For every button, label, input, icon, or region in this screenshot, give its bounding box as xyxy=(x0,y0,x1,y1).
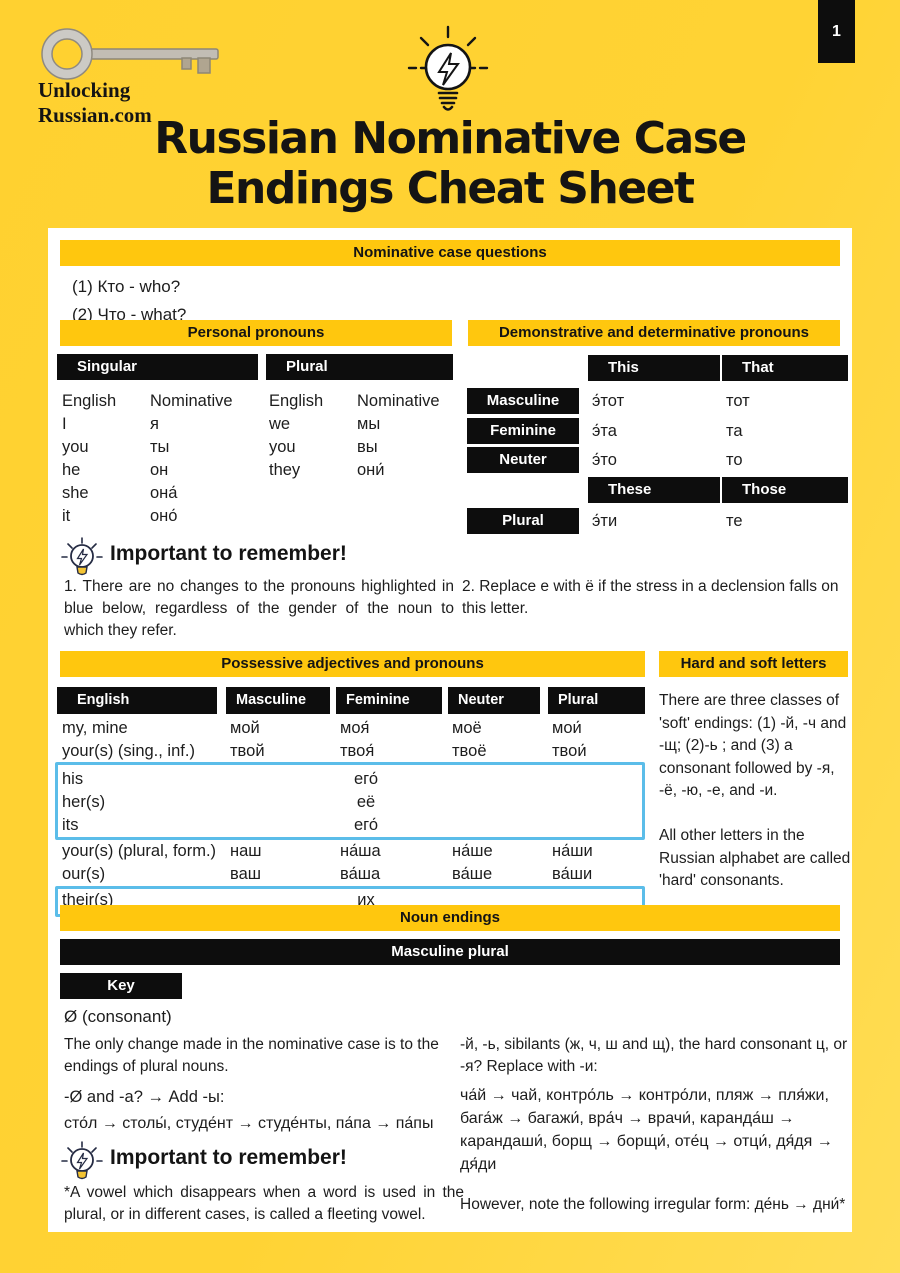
table-row: you вы xyxy=(269,438,378,456)
pos-header-english: English xyxy=(57,687,217,714)
pos-header-feminine: Feminine sing. xyxy=(336,687,442,735)
banner-hard-soft-letters: Hard and soft letters xyxy=(659,651,848,677)
table-row: their(s) их xyxy=(62,891,375,909)
banner-label: Noun endings xyxy=(400,909,500,926)
table-row: they они́ xyxy=(269,461,385,479)
label-neuter: Neuter xyxy=(467,447,579,473)
value-this-feminine: э́та xyxy=(592,422,617,440)
banner-demonstrative-pronouns: Demonstrative and determinative pronouns xyxy=(468,320,840,346)
value-that-feminine: та xyxy=(726,422,743,440)
value-these-plural: э́ти xyxy=(592,512,618,530)
banner-possessive: Possessive adjectives and pronouns xyxy=(60,651,645,677)
key-item: Ø (consonant) xyxy=(64,1007,172,1026)
hard-soft-paragraph-1: There are three classes of 'soft' ending… xyxy=(659,692,847,799)
col-nominative: Nominative xyxy=(150,392,233,410)
left-rule: -Ø and -а? → Add -ы: xyxy=(64,1088,225,1106)
value-those-plural: те xyxy=(726,512,743,530)
header-singular: Singular xyxy=(57,354,258,380)
page-title: Russian Nominative Case Endings Cheat Sh… xyxy=(0,114,900,214)
table-row: we мы xyxy=(269,415,381,433)
right-rule: -й, -ь, sibilants (ж, ч, ш and щ), the h… xyxy=(460,1036,848,1075)
title-line-2: Endings Cheat Sheet xyxy=(206,163,695,214)
banner-noun-endings: Noun endings xyxy=(60,905,840,931)
title-line-1: Russian Nominative Case xyxy=(154,113,747,164)
important-heading-1: Important to remember! xyxy=(110,542,347,565)
banner-nominative-case-questions: Nominative case questions xyxy=(60,240,840,266)
hard-soft-paragraph-2: All other letters in the Russian alphabe… xyxy=(659,827,851,889)
table-row: my, mine мой моя́ моё мои́ xyxy=(62,719,582,737)
irregular-form-note: However, note the following irregular fo… xyxy=(460,1196,846,1213)
label-feminine: Feminine xyxy=(467,418,579,444)
header-masculine-plural: Masculine plural xyxy=(60,939,840,965)
lightbulb-icon xyxy=(407,25,489,111)
value-this-masculine: э́тот xyxy=(592,392,625,410)
left-examples: сто́л → столы́, студе́нт → студе́нты, па… xyxy=(64,1115,434,1132)
col-nominative: Nominative xyxy=(357,392,440,410)
value-this-neuter: э́то xyxy=(592,451,617,469)
table-row: its его́ xyxy=(62,816,378,834)
label-masculine: Masculine xyxy=(467,388,579,414)
question-1: (1) Кто - who? xyxy=(72,277,181,296)
personal-plural-table: English Nominative we мы you вы they они́ xyxy=(269,390,479,482)
banner-label: Demonstrative and determinative pronouns xyxy=(498,324,810,341)
table-header-row: English Nominative xyxy=(62,390,272,413)
important-item-1: 1. There are no changes to the pronouns … xyxy=(64,578,454,639)
pos-header-neuter: Neuter sing. xyxy=(448,687,540,735)
left-intro: The only change made in the nominative c… xyxy=(64,1036,439,1075)
value-that-masculine: тот xyxy=(726,392,750,410)
banner-personal-pronouns: Personal pronouns xyxy=(60,320,452,346)
banner-label: Personal pronouns xyxy=(187,324,325,341)
logo-text[interactable]: Unlocking Russian.com xyxy=(38,78,152,128)
table-row: she она́ xyxy=(62,484,178,502)
header-those: Those xyxy=(722,477,848,503)
table-row: our(s) ваш ва́ша ва́ше ва́ши xyxy=(62,865,593,883)
lightbulb-icon xyxy=(61,1141,103,1180)
header-plural: Plural xyxy=(266,354,453,380)
pos-header-plural: Plural xyxy=(548,687,645,714)
label-plural: Plural xyxy=(467,508,579,534)
col-english: English xyxy=(62,392,117,410)
table-row: he он xyxy=(62,461,169,479)
header-key: Key xyxy=(60,973,182,999)
important-heading-2: Important to remember! xyxy=(110,1146,347,1169)
header-these: These xyxy=(588,477,720,503)
value-that-neuter: то xyxy=(726,451,743,469)
right-examples: ча́й → чай, контро́ль → контро́ли, пляж … xyxy=(460,1087,833,1173)
table-row: you ты xyxy=(62,438,170,456)
banner-label: Hard and soft letters xyxy=(680,655,827,672)
table-row: her(s) её xyxy=(62,793,376,811)
table-row: your(s) (plural, form.) наш на́ша на́ше … xyxy=(62,842,593,860)
logo[interactable] xyxy=(40,28,235,80)
pos-header-masculine: Masculine sing. xyxy=(226,687,330,735)
page-number-badge: 1 xyxy=(818,0,855,63)
col-english: English xyxy=(269,392,324,410)
table-row: it оно́ xyxy=(62,507,178,525)
question-2: (2) Что - what? xyxy=(72,305,187,324)
table-row: your(s) (sing., inf.) твой твоя́ твоё тв… xyxy=(62,742,587,760)
header-this: This xyxy=(588,355,720,381)
cheat-sheet-card: Nominative case questions (1) Кто - who?… xyxy=(48,228,852,1232)
fleeting-vowel-note: *A vowel which disappears when a word is… xyxy=(64,1184,464,1223)
table-row: his его́ xyxy=(62,770,378,788)
logo-line-2: Russian.com xyxy=(38,103,152,127)
banner-label: Nominative case questions xyxy=(353,244,547,261)
table-header-row: English Nominative xyxy=(269,390,479,413)
header-that: That xyxy=(722,355,848,381)
key-icon xyxy=(41,28,219,80)
page-number: 1 xyxy=(832,22,841,40)
important-item-2: 2. Replace е with ё if the stress in a d… xyxy=(462,578,839,617)
highlight-box-unchanging-pronouns xyxy=(55,762,645,840)
banner-label: Possessive adjectives and pronouns xyxy=(221,655,484,672)
lightbulb-icon xyxy=(61,537,103,576)
logo-line-1: Unlocking xyxy=(38,78,131,102)
